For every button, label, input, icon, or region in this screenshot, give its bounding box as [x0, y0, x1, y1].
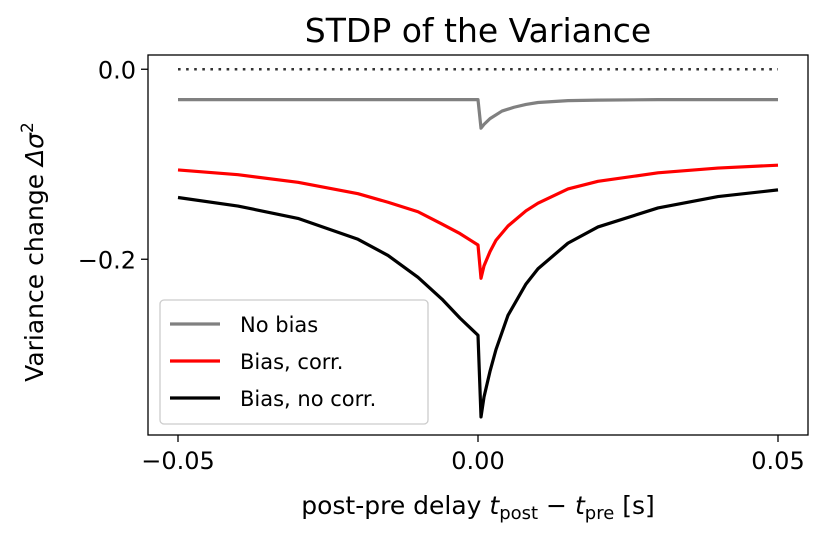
series-line-2	[177, 163, 779, 280]
legend-label: No bias	[240, 313, 318, 337]
x-axis-ticks: −0.05 0.00 0.05	[141, 435, 805, 475]
x-tick-label: −0.05	[141, 447, 215, 475]
y-tick-label: 0.0	[98, 56, 136, 84]
legend-label: Bias, no corr.	[240, 387, 376, 411]
y-tick-label: −0.2	[78, 246, 136, 274]
legend-label: Bias, corr.	[240, 350, 343, 374]
series-line-1	[178, 98, 778, 130]
chart-title: STDP of the Variance	[305, 11, 651, 50]
x-tick-label: 0.05	[751, 447, 804, 475]
series-line-3	[177, 188, 779, 419]
y-axis-ticks: 0.0 −0.2	[78, 56, 148, 274]
x-tick-label: 0.00	[451, 447, 504, 475]
plot-area	[177, 67, 779, 419]
y-axis-label: Variance change Δσ2	[18, 122, 49, 382]
plot-frame	[147, 54, 809, 436]
x-axis-label: post-pre delay tpost − tpre [s]	[301, 491, 655, 524]
legend: No bias Bias, corr. Bias, no corr.	[159, 299, 429, 425]
legend-box	[159, 299, 429, 425]
